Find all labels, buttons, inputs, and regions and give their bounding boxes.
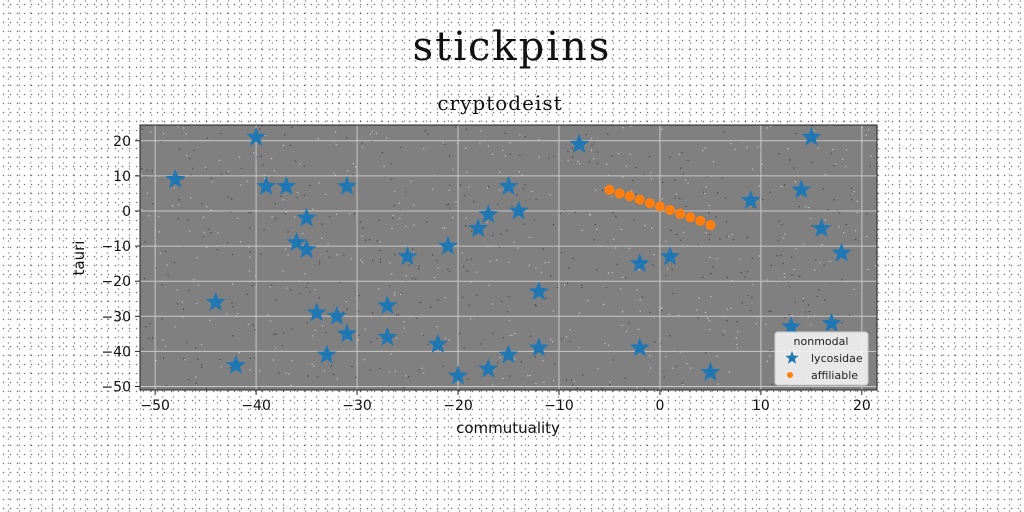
data-point-lycosidae [205,291,226,311]
data-point-lycosidae [377,295,398,315]
x-tick-label: 0 [655,398,664,414]
data-point-affiliable [634,194,645,205]
data-point-affiliable [685,212,696,223]
y-tick-label: −50 [101,379,131,395]
data-point-lycosidae [569,133,590,153]
data-point-lycosidae [831,242,852,262]
data-point-lycosidae [246,126,267,146]
data-point-affiliable [654,201,665,212]
x-tick-label: −30 [342,398,372,414]
plot-noise-texture [140,125,878,390]
data-point-lycosidae [508,200,529,220]
data-marks [165,126,852,385]
data-point-lycosidae [296,207,317,227]
plot-frame [139,124,878,391]
grid-lines [140,125,877,390]
data-point-lycosidae [286,232,307,252]
data-point-lycosidae [437,235,458,255]
data-point-lycosidae [326,305,347,325]
data-point-lycosidae [660,246,681,266]
legend-marker-affiliable [787,372,793,378]
data-point-lycosidae [528,281,549,301]
data-point-affiliable [604,184,615,195]
data-point-lycosidae [821,312,842,332]
data-point-lycosidae [811,218,832,238]
x-tick-label: −20 [443,398,473,414]
x-axis-label: commutuality [456,419,560,437]
data-point-lycosidae [740,189,761,209]
x-axis-ticks: −50 −40 −30 −20 −10 0 10 20 [140,390,871,414]
data-point-lycosidae [498,344,519,364]
data-point-lycosidae [781,316,802,336]
data-point-lycosidae [478,204,499,223]
legend: nonmodal lycosidae affiliable [774,331,869,386]
x-tick-label: −50 [140,398,170,414]
data-point-affiliable [644,198,655,209]
data-point-lycosidae [336,175,357,195]
x-tick-label: 20 [853,398,871,414]
data-point-affiliable [675,208,686,219]
data-point-lycosidae [629,337,650,357]
data-point-lycosidae [498,175,519,195]
data-point-lycosidae [276,175,297,195]
data-point-lycosidae [427,333,448,353]
y-tick-label: −10 [101,239,131,255]
legend-star-marker [785,351,799,364]
data-point-affiliable [614,188,625,199]
chart-title: cryptodeist [437,91,562,115]
data-point-lycosidae [165,168,186,188]
legend-label-affiliable: affiliable [811,369,858,382]
y-tick-label: −30 [101,309,131,325]
x-tick-label: 10 [752,398,770,414]
data-point-lycosidae [791,179,812,199]
data-point-lycosidae [316,344,337,364]
legend-box [774,331,869,386]
x-tick-label: −40 [241,398,271,414]
legend-dot-marker [787,372,793,378]
y-axis-label: tauri [70,241,88,276]
data-point-affiliable [665,204,676,215]
y-tick-label: 10 [113,169,131,185]
data-point-lycosidae [468,218,489,238]
data-point-lycosidae [377,326,398,346]
y-tick-label: 20 [113,134,131,150]
data-point-lycosidae [448,365,469,385]
legend-title: nonmodal [794,335,849,348]
data-point-affiliable [695,215,706,226]
data-point-lycosidae [306,302,327,322]
y-tick-label: −20 [101,274,131,290]
data-point-lycosidae [700,361,721,381]
legend-label-lycosidae: lycosidae [811,352,863,365]
data-point-lycosidae [478,358,499,378]
data-point-affiliable [705,220,716,231]
figure-title: stickpins [412,24,612,70]
data-point-lycosidae [528,337,549,357]
data-point-lycosidae [629,253,650,273]
y-tick-label: −40 [101,344,131,360]
legend-marker-lycosidae [785,351,799,364]
y-tick-label: 0 [122,204,131,220]
data-point-lycosidae [296,239,317,259]
data-point-lycosidae [336,323,357,343]
data-point-affiliable [624,191,635,202]
data-point-lycosidae [256,175,277,195]
data-point-lycosidae [801,126,822,146]
x-tick-label: −10 [544,398,574,414]
data-point-lycosidae [397,246,418,266]
data-point-lycosidae [225,354,246,374]
y-axis-ticks: −50 −40 −30 −20 −10 0 10 20 [101,134,140,395]
